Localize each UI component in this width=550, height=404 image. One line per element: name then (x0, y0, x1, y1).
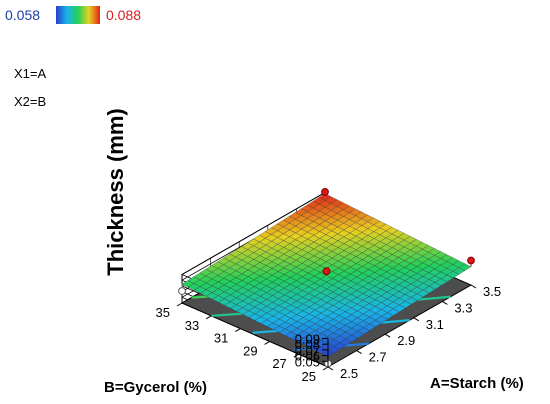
y-tick-mark (264, 340, 270, 345)
surface-cell (458, 263, 472, 271)
colorbar-min-label: 0.058 (5, 7, 40, 23)
design-point (467, 256, 475, 265)
colorbar-max-label: 0.088 (106, 7, 141, 23)
design-point (178, 287, 186, 295)
y-tick-mark (293, 353, 300, 358)
y-tick-mark (322, 366, 329, 371)
factor-label-x1: X1=A (14, 66, 46, 81)
factor-label-x2: X2=B (14, 94, 46, 109)
x-tick-label: 2.7 (369, 350, 387, 365)
z-tick-label: 0.05 (295, 354, 320, 369)
x-tick-mark (327, 366, 334, 371)
y-tick-mark (176, 302, 183, 307)
x-axis-title: A=Starch (%) (430, 375, 524, 392)
design-point (321, 188, 329, 196)
x-tick-mark (356, 350, 362, 355)
y-tick-label: 25 (302, 369, 316, 384)
x-tick-mark (470, 284, 477, 289)
x-tick-label: 3.3 (454, 300, 472, 315)
y-tick-label: 29 (243, 343, 257, 358)
x-tick-label: 2.9 (397, 333, 415, 348)
design-points-above (321, 188, 475, 276)
design-point (322, 267, 331, 276)
y-tick-label: 27 (272, 356, 286, 371)
x-tick-mark (442, 300, 448, 305)
y-tick-mark (235, 328, 241, 333)
z-tick-label: 0.08 (295, 337, 320, 352)
z-tick-label: 0.07 (295, 343, 320, 358)
y-tick-label: 35 (156, 305, 170, 320)
y-tick-label: 31 (214, 331, 228, 346)
y-tick-mark (205, 315, 212, 320)
z-gridline (181, 192, 326, 275)
z-tick-label: 0.09 (295, 332, 320, 347)
colorbar (56, 6, 100, 24)
x-tick-label: 3.1 (426, 317, 444, 332)
y-axis-title: B=Gycerol (%) (104, 379, 207, 396)
x-tick-mark (384, 333, 391, 338)
x-tick-label: 2.5 (340, 366, 358, 381)
y-tick-label: 33 (185, 318, 199, 333)
z-tick-label: 0.06 (295, 349, 320, 364)
z-axis-title: Thickness (mm) (103, 108, 128, 276)
axis-ticks: 0.050.060.070.080.09 2.5 2.7 2.9 3.1 3.3 3.5 25… (156, 284, 502, 384)
response-surface (181, 193, 472, 357)
x-tick-label: 3.5 (483, 284, 501, 299)
x-tick-mark (413, 317, 420, 322)
